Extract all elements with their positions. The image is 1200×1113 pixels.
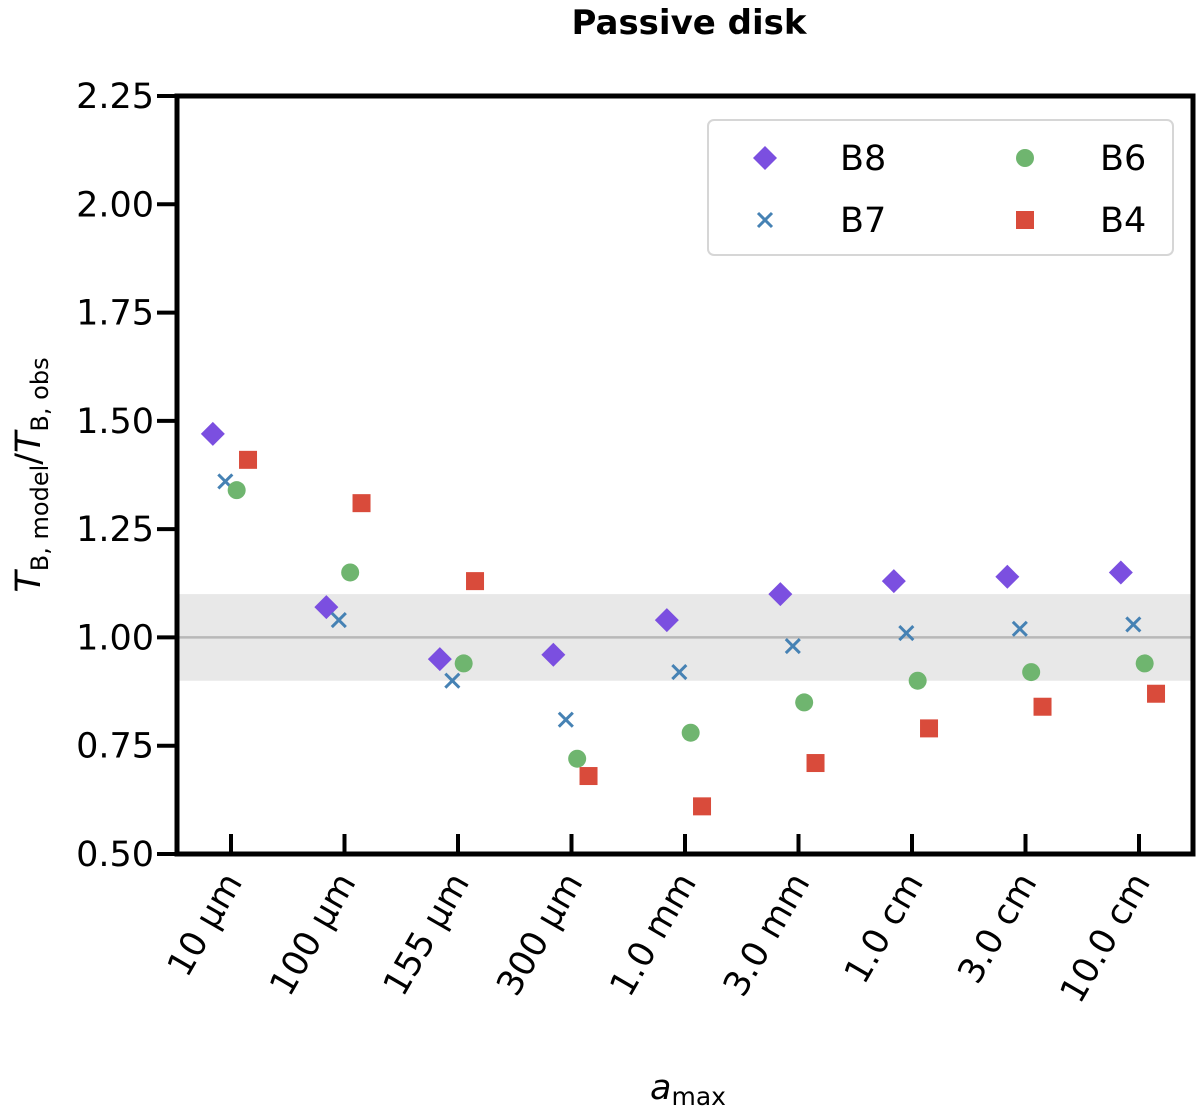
point-b4 [579,767,598,786]
chart-title: Passive disk [572,3,808,43]
x-tick-label: 300 μm [490,867,592,1003]
legend-label-b4: B4 [1100,201,1146,241]
point-b8 [995,564,1020,589]
point-b7 [330,612,347,629]
x-tick-label: 1.0 cm [837,867,932,991]
y-tick-label: 1.00 [76,618,154,658]
point-b7 [898,625,915,642]
point-b8 [200,421,225,446]
point-b4 [806,754,825,773]
point-b4 [239,450,258,469]
xlabel-sub: max [671,1082,725,1111]
x-tick-label: 1.0 mm [603,867,705,1004]
legend-marker-b4 [1016,211,1034,229]
point-b4 [693,797,712,816]
point-b6 [908,671,927,690]
point-b8 [881,569,906,594]
point-b6 [795,693,814,712]
point-b6 [1022,663,1041,682]
point-b8 [768,582,793,607]
point-b8 [654,608,679,633]
legend-box [707,119,1174,256]
ylabel-slash: / [9,453,49,465]
legend-marker-b7 [756,211,774,229]
legend-label-b7: B7 [840,201,886,241]
point-b8 [427,647,452,672]
ylabel-sub1: B, model [26,465,54,571]
y-tick-label: 1.25 [76,510,154,550]
legend-label-b8: B8 [840,139,886,179]
y-axis: 0.50 0.75 1.00 1.25 1.50 1.75 2.00 2.25 [76,77,177,875]
ylabel-t2: T [9,429,49,453]
y-tick-label: 2.25 [76,77,154,117]
point-b8 [541,642,566,667]
x-tick-label: 155 μm [376,867,478,1003]
legend-marker-b6 [1016,149,1034,167]
legend-label-b6: B6 [1100,139,1146,179]
point-b4 [352,494,371,513]
y-tick-label: 2.00 [76,185,154,225]
point-b6 [227,481,246,500]
point-b7 [1011,620,1028,637]
ylabel-t1: T [9,569,49,593]
legend: B8 B7 B6 B4 [707,119,1174,256]
point-b8 [1108,560,1133,585]
xlabel-main: a [650,1068,671,1108]
x-tick-label: 3.0 cm [951,867,1046,991]
point-b7 [671,664,688,681]
y-tick-label: 0.75 [76,727,154,767]
point-b4 [1033,697,1052,716]
point-b4 [1147,684,1166,703]
point-b7 [557,711,574,728]
x-axis: 10 μm 100 μm 155 μm 300 μm 1.0 mm 3.0 mm 1.0 c… [160,834,1159,1010]
ylabel-sub2: B, obs [26,357,54,431]
x-tick-label: 3.0 mm [716,867,818,1004]
y-axis-label: TB, model/TB, obs [9,357,54,592]
point-b7 [1125,616,1142,633]
point-b4 [920,719,939,738]
point-b7 [444,672,461,689]
legend-marker-b8 [753,146,777,170]
x-tick-label: 10 μm [160,867,251,984]
x-tick-label: 100 μm [263,867,365,1003]
point-b6 [454,654,473,673]
y-tick-label: 0.50 [76,835,154,875]
data-points [200,421,1166,816]
point-b6 [568,749,587,768]
point-b6 [681,723,700,742]
point-b7 [784,638,801,655]
x-tick-label: 10.0 cm [1053,867,1159,1010]
x-axis-label: amax [650,1068,726,1111]
y-tick-label: 1.75 [76,294,154,334]
point-b4 [466,572,485,591]
plot-area [177,421,1193,816]
plot-frame [174,93,1196,857]
y-tick-label: 1.50 [76,402,154,442]
point-b6 [341,563,360,582]
point-b6 [1135,654,1154,673]
